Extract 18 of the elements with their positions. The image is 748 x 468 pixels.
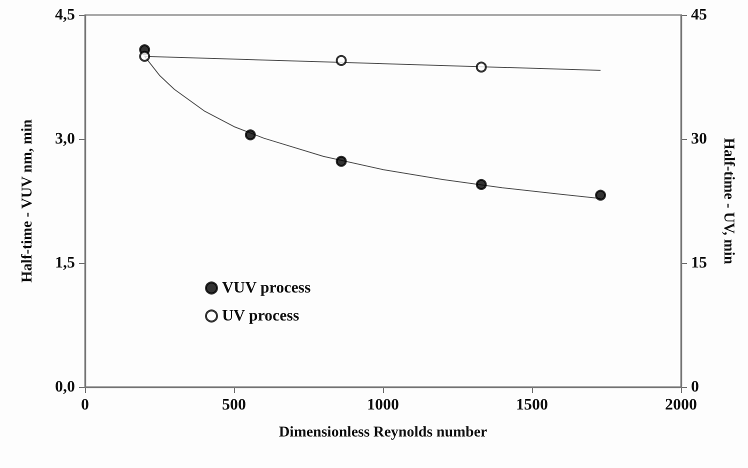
y-tick-label: 4,5 (55, 6, 75, 24)
y-tick-label: 0,0 (55, 378, 75, 396)
y2-tick-label: 45 (691, 6, 707, 24)
x-tick-label: 1500 (516, 396, 548, 414)
y-axis-title: Half-time - VUV nm, min (20, 118, 36, 283)
x-axis-title: Dimensionless Reynolds number (278, 424, 488, 440)
legend-label: UV process (222, 308, 300, 324)
x-tick-label: 1000 (367, 396, 399, 414)
x-tick-label: 2000 (665, 396, 697, 414)
y2-tick-label: 30 (691, 130, 707, 148)
y-tick-label: 1,5 (55, 254, 75, 272)
x-tick-label: 500 (222, 396, 246, 414)
y-tick-label: 3,0 (55, 130, 75, 148)
y2-axis-title: Half-time - UV, min (720, 138, 736, 265)
y2-tick-label: 0 (691, 378, 699, 396)
legend-label: VUV process (222, 280, 311, 296)
x-tick-label: 0 (81, 396, 89, 414)
y2-tick-label: 15 (691, 254, 707, 272)
